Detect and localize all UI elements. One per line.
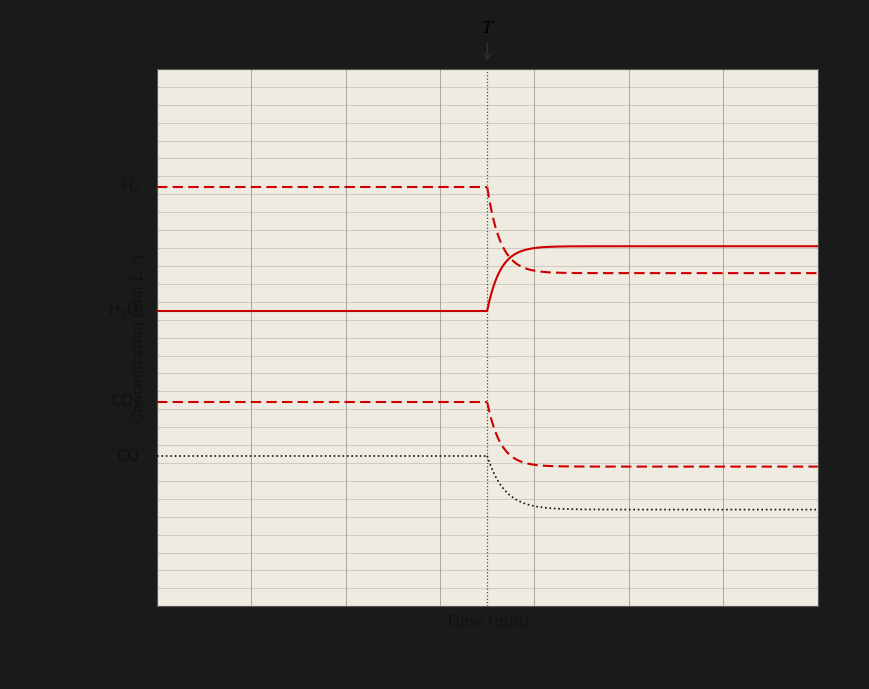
X-axis label: Time (min): Time (min)	[445, 615, 528, 628]
Y-axis label: Concentration (mol L⁻¹): Concentration (mol L⁻¹)	[131, 253, 145, 422]
Text: $\mathrm{H_2O}$: $\mathrm{H_2O}$	[108, 301, 140, 320]
Text: $\mathrm{CO}$: $\mathrm{CO}$	[116, 448, 140, 464]
Text: T: T	[481, 20, 492, 37]
Text: $\mathrm{H_2}$: $\mathrm{H_2}$	[121, 178, 140, 196]
Text: $\mathrm{CO_2}$: $\mathrm{CO_2}$	[109, 393, 140, 411]
